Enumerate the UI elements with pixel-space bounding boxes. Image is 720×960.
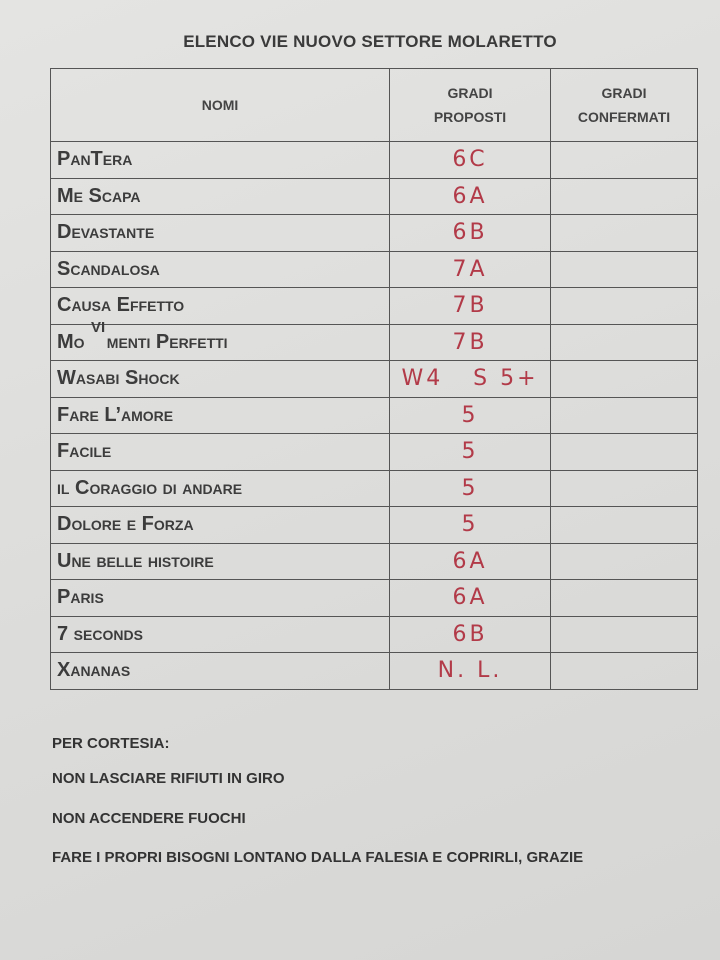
footer-line: PER CORTESIA: <box>52 735 170 752</box>
route-name: il Coraggio di andare <box>57 476 243 499</box>
route-name-cell: il Coraggio di andare <box>50 469 390 507</box>
proposed-grade: W4 S 5+ <box>389 360 551 398</box>
table-row: Me Scapa 6A <box>50 177 698 215</box>
route-name-cell: Scandalosa <box>50 250 390 288</box>
route-name: PanTera <box>57 148 133 171</box>
table-row: Devastante 6B <box>50 214 698 252</box>
route-name: Xananas <box>57 659 131 682</box>
proposed-grade: 5 <box>389 396 551 434</box>
route-name-cell: PanTera <box>50 141 390 179</box>
confirmed-grade <box>550 433 698 471</box>
header-proposed-line1: GRADI <box>447 85 493 101</box>
table-header-row: NOMI GRADI PROPOSTI GRADI CONFERMATI <box>50 68 698 142</box>
route-name-cell: Me Scapa <box>50 177 390 215</box>
table-row: Fare L’amore 5 <box>50 396 698 434</box>
footer-line: NON LASCIARE RIFIUTI IN GIRO <box>52 770 285 787</box>
route-name-cell: Dolore e Forza <box>50 506 390 544</box>
confirmed-grade <box>550 579 698 617</box>
route-name: 7 seconds <box>57 622 143 645</box>
proposed-grade: 6B <box>389 214 551 252</box>
table-row: Causa Effetto 7B <box>50 287 698 325</box>
table-row: Paris 6A <box>50 579 698 617</box>
confirmed-grade <box>550 542 698 580</box>
confirmed-grade <box>550 177 698 215</box>
table-row: Dolore e Forza 5 <box>50 506 698 544</box>
route-name-cell: Une belle histoire <box>50 542 390 580</box>
proposed-grade: 6A <box>389 542 551 580</box>
route-name: Wasabi Shock <box>57 367 180 390</box>
header-proposed: GRADI PROPOSTI <box>389 68 551 142</box>
proposed-grade: 7A <box>389 250 551 288</box>
proposed-grade: N. L. <box>389 652 551 690</box>
confirmed-grade <box>550 287 698 325</box>
confirmed-grade <box>550 506 698 544</box>
table-row: PanTera 6C <box>50 141 698 179</box>
proposed-grade: 6A <box>389 177 551 215</box>
footer-line: FARE I PROPRI BISOGNI LONTANO DALLA FALE… <box>52 849 584 866</box>
proposed-grade: 7B <box>389 323 551 361</box>
proposed-grade: 5 <box>389 506 551 544</box>
route-name: Me Scapa <box>57 184 141 207</box>
route-name: Fare L’amore <box>57 403 174 426</box>
table-row: Xananas N. L. <box>50 652 698 690</box>
confirmed-grade <box>550 360 698 398</box>
header-confirmed-line2: CONFERMATI <box>577 109 671 125</box>
table-row: Facile 5 <box>50 433 698 471</box>
route-name: Paris <box>57 586 104 609</box>
table-row: 7 seconds 6B <box>50 615 698 653</box>
route-name: Devastante <box>57 221 155 244</box>
route-name: Facile <box>57 440 112 463</box>
route-name: Causa Effetto <box>57 294 185 317</box>
header-confirmed: GRADI CONFERMATI <box>550 68 698 142</box>
confirmed-grade <box>550 250 698 288</box>
confirmed-grade <box>550 652 698 690</box>
route-name-cell: Facile <box>50 433 390 471</box>
proposed-grade: 5 <box>389 469 551 507</box>
confirmed-grade <box>550 141 698 179</box>
route-name: Mo menti Perfetti <box>57 330 228 353</box>
route-name: Une belle histoire <box>57 549 214 572</box>
route-name-cell: 7 seconds <box>50 615 390 653</box>
route-name: Scandalosa <box>57 257 160 280</box>
confirmed-grade <box>550 396 698 434</box>
proposed-grade: 6C <box>389 141 551 179</box>
route-name-cell: Paris <box>50 579 390 617</box>
proposed-grade: 6B <box>389 615 551 653</box>
routes-table: NOMI GRADI PROPOSTI GRADI CONFERMATI PanTe… <box>50 68 698 690</box>
confirmed-grade <box>550 469 698 507</box>
confirmed-grade <box>550 615 698 653</box>
route-name-cell: Causa Effetto <box>50 287 390 325</box>
document-title: ELENCO VIE NUOVO SETTORE MOLARETTO <box>183 32 557 51</box>
proposed-grade: 5 <box>389 433 551 471</box>
route-name-cell: VI Mo menti Perfetti <box>50 319 390 361</box>
table-row: VI Mo menti Perfetti 7B <box>50 319 698 361</box>
footer-line: NON ACCENDERE FUOCHI <box>52 810 246 827</box>
table-row: Scandalosa 7A <box>50 250 698 288</box>
proposed-grade: 6A <box>389 579 551 617</box>
table-row: il Coraggio di andare 5 <box>50 469 698 507</box>
proposed-grade: 7B <box>389 287 551 325</box>
route-name-cell: Devastante <box>50 214 390 252</box>
header-names: NOMI <box>50 68 390 142</box>
confirmed-grade <box>550 214 698 252</box>
route-name: Dolore e Forza <box>57 513 194 536</box>
confirmed-grade <box>550 323 698 361</box>
table-row: Wasabi Shock W4 S 5+ <box>50 360 698 398</box>
header-confirmed-line1: GRADI <box>601 85 647 101</box>
route-name-cell: Fare L’amore <box>50 396 390 434</box>
name-superscript: VI <box>91 318 106 336</box>
table-row: Une belle histoire 6A <box>50 542 698 580</box>
header-proposed-line2: PROPOSTI <box>433 109 507 125</box>
route-name-cell: Xananas <box>50 652 390 690</box>
route-name-cell: Wasabi Shock <box>50 360 390 398</box>
